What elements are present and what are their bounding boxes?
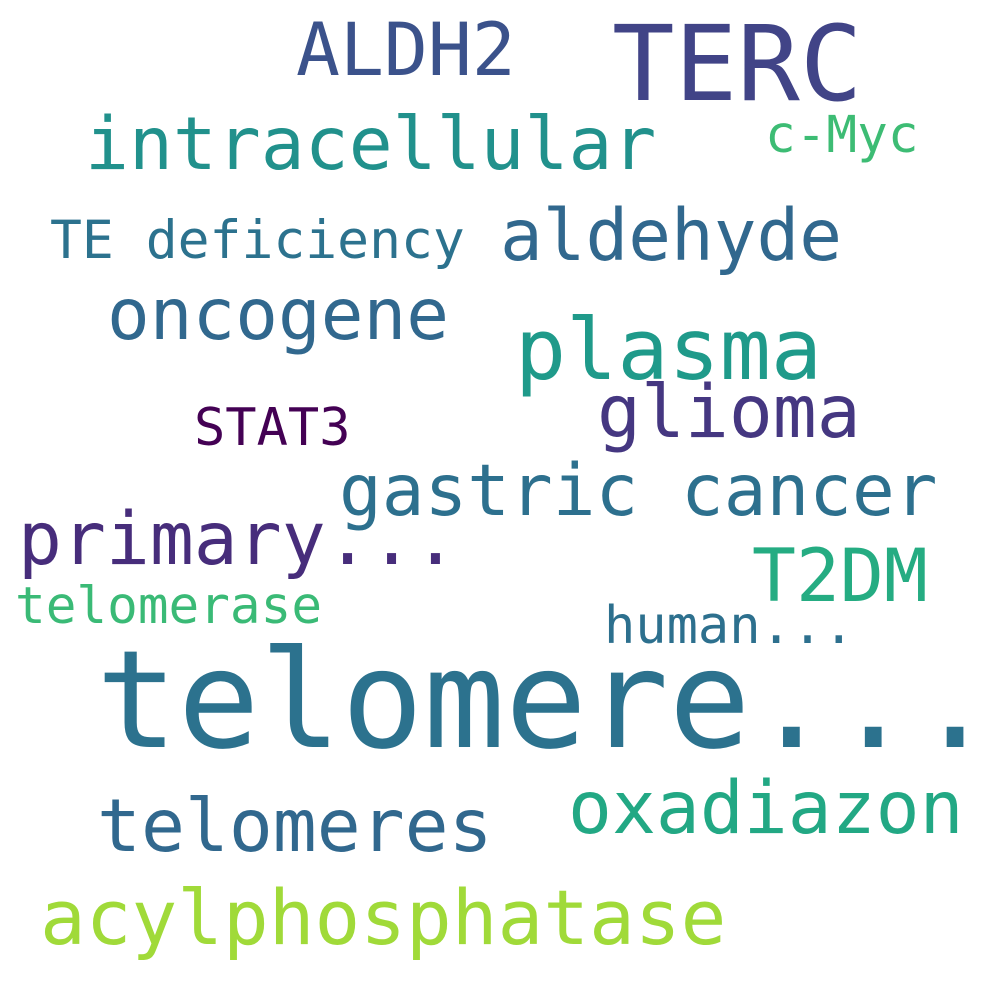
word-terc: TERC bbox=[612, 3, 863, 125]
word-c-myc: c-Myc bbox=[765, 106, 919, 165]
word-primary: primary... bbox=[18, 497, 458, 582]
word-oxadiazon: oxadiazon bbox=[568, 766, 964, 851]
word-gastric-cancer: gastric cancer bbox=[339, 449, 938, 532]
word-telomerase: telomerase bbox=[15, 577, 323, 636]
word-te-deficiency: TE deficiency bbox=[50, 210, 465, 271]
word-t2dm: T2DM bbox=[752, 534, 928, 619]
word-intracellular: intracellular bbox=[85, 102, 657, 187]
word-oncogene: oncogene bbox=[107, 273, 449, 356]
word-glioma: glioma bbox=[597, 370, 861, 455]
word-aldh2: ALDH2 bbox=[296, 8, 516, 93]
word-acylphosphatase: acylphosphatase bbox=[40, 873, 727, 962]
word-stat3: STAT3 bbox=[194, 398, 351, 458]
word-telomeres: telomeres bbox=[97, 784, 493, 869]
word-human: human... bbox=[604, 596, 855, 656]
word-telomere: telomere... bbox=[96, 622, 997, 780]
word-aldehyde: aldehyde bbox=[500, 194, 842, 277]
word-plasma: plasma bbox=[515, 301, 823, 400]
